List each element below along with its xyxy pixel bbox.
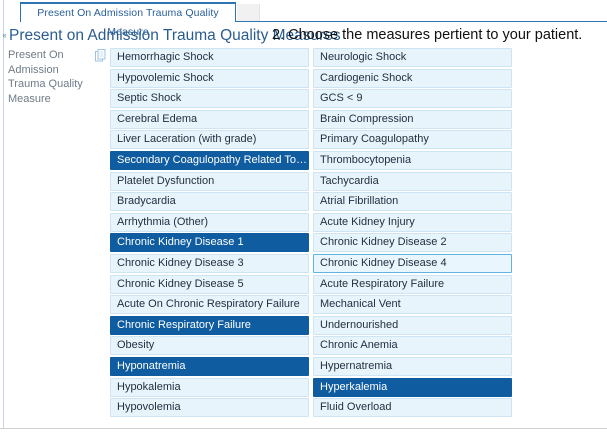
measure-option[interactable]: Chronic Kidney Disease 4 (313, 253, 512, 273)
measure-option[interactable]: Chronic Respiratory Failure (110, 315, 309, 335)
measure-option[interactable]: Platelet Dysfunction (110, 171, 309, 191)
measure-option[interactable]: Hypernatremia (313, 356, 512, 376)
measure-option[interactable]: Chronic Kidney Disease 5 (110, 274, 309, 294)
measure-option[interactable]: Liver Laceration (with grade) (110, 130, 309, 150)
page-title: Present on Admission Trauma Quality Meas… (9, 27, 341, 44)
measure-option[interactable]: Hyperkalemia (313, 377, 512, 397)
measure-option[interactable]: Cardiogenic Shock (313, 68, 512, 88)
measure-option[interactable]: Thrombocytopenia (313, 150, 512, 170)
measure-option[interactable]: Chronic Kidney Disease 2 (313, 233, 512, 253)
measure-option[interactable]: Acute On Chronic Respiratory Failure (110, 295, 309, 315)
measure-option[interactable]: Neurologic Shock (313, 48, 512, 67)
measure-option[interactable]: Hypovolemia (110, 398, 309, 418)
measure-option[interactable]: Cerebral Edema (110, 109, 309, 129)
measure-option[interactable]: Secondary Coagulopathy Related To Meds (110, 150, 309, 170)
tab-strip: Present On Admission Trauma Quality Meas… (20, 2, 607, 38)
measure-option[interactable]: Hypokalemia (110, 377, 309, 397)
measure-option[interactable]: Tachycardia (313, 171, 512, 191)
measure-option[interactable]: Brain Compression (313, 109, 512, 129)
measure-option[interactable]: Fluid Overload (313, 398, 512, 418)
measure-option[interactable]: Bradycardia (110, 192, 309, 212)
measure-option[interactable]: Acute Respiratory Failure (313, 274, 512, 294)
measure-option[interactable]: Chronic Anemia (313, 336, 512, 356)
measure-option[interactable]: Hemorrhagic Shock (110, 48, 309, 67)
measure-option[interactable]: Chronic Kidney Disease 3 (110, 253, 309, 273)
tab-strip-spacer (237, 4, 260, 22)
collapse-chevron-icon[interactable]: « (2, 30, 7, 40)
tab-strip-underline (236, 21, 607, 22)
instruction-annotation: 2. Choose the measures pertient to your … (272, 27, 583, 43)
measure-option[interactable]: Septic Shock (110, 89, 309, 109)
measure-option[interactable]: Chronic Kidney Disease 1 (110, 233, 309, 253)
measure-option[interactable]: Obesity (110, 336, 309, 356)
measure-option[interactable]: Hypovolemic Shock (110, 68, 309, 88)
measure-option[interactable]: Atrial Fibrillation (313, 192, 512, 212)
left-rail-divider (3, 0, 4, 428)
measure-option[interactable]: Hyponatremia (110, 356, 309, 376)
measure-option[interactable]: Undernourished (313, 315, 512, 335)
bottom-divider (0, 428, 607, 429)
tab-present-on-admission-trauma-quality-measure[interactable]: Present On Admission Trauma Quality Meas… (20, 2, 236, 38)
sidebar-group-label: Present On Admission Trauma Quality Meas… (8, 49, 83, 105)
measure-option[interactable]: Mechanical Vent (313, 295, 512, 315)
measure-option[interactable]: GCS < 9 (313, 89, 512, 109)
document-icon (95, 49, 106, 62)
measures-column-right: Neurologic Shock Cardiogenic Shock GCS < 9… (313, 48, 512, 419)
measure-option[interactable]: Arrhythmia (Other) (110, 212, 309, 232)
measures-column-left: Hemorrhagic Shock Hypovolemic Shock Septic… (110, 48, 309, 419)
measure-option[interactable]: Primary Coagulopathy (313, 130, 512, 150)
measure-option[interactable]: Acute Kidney Injury (313, 212, 512, 232)
